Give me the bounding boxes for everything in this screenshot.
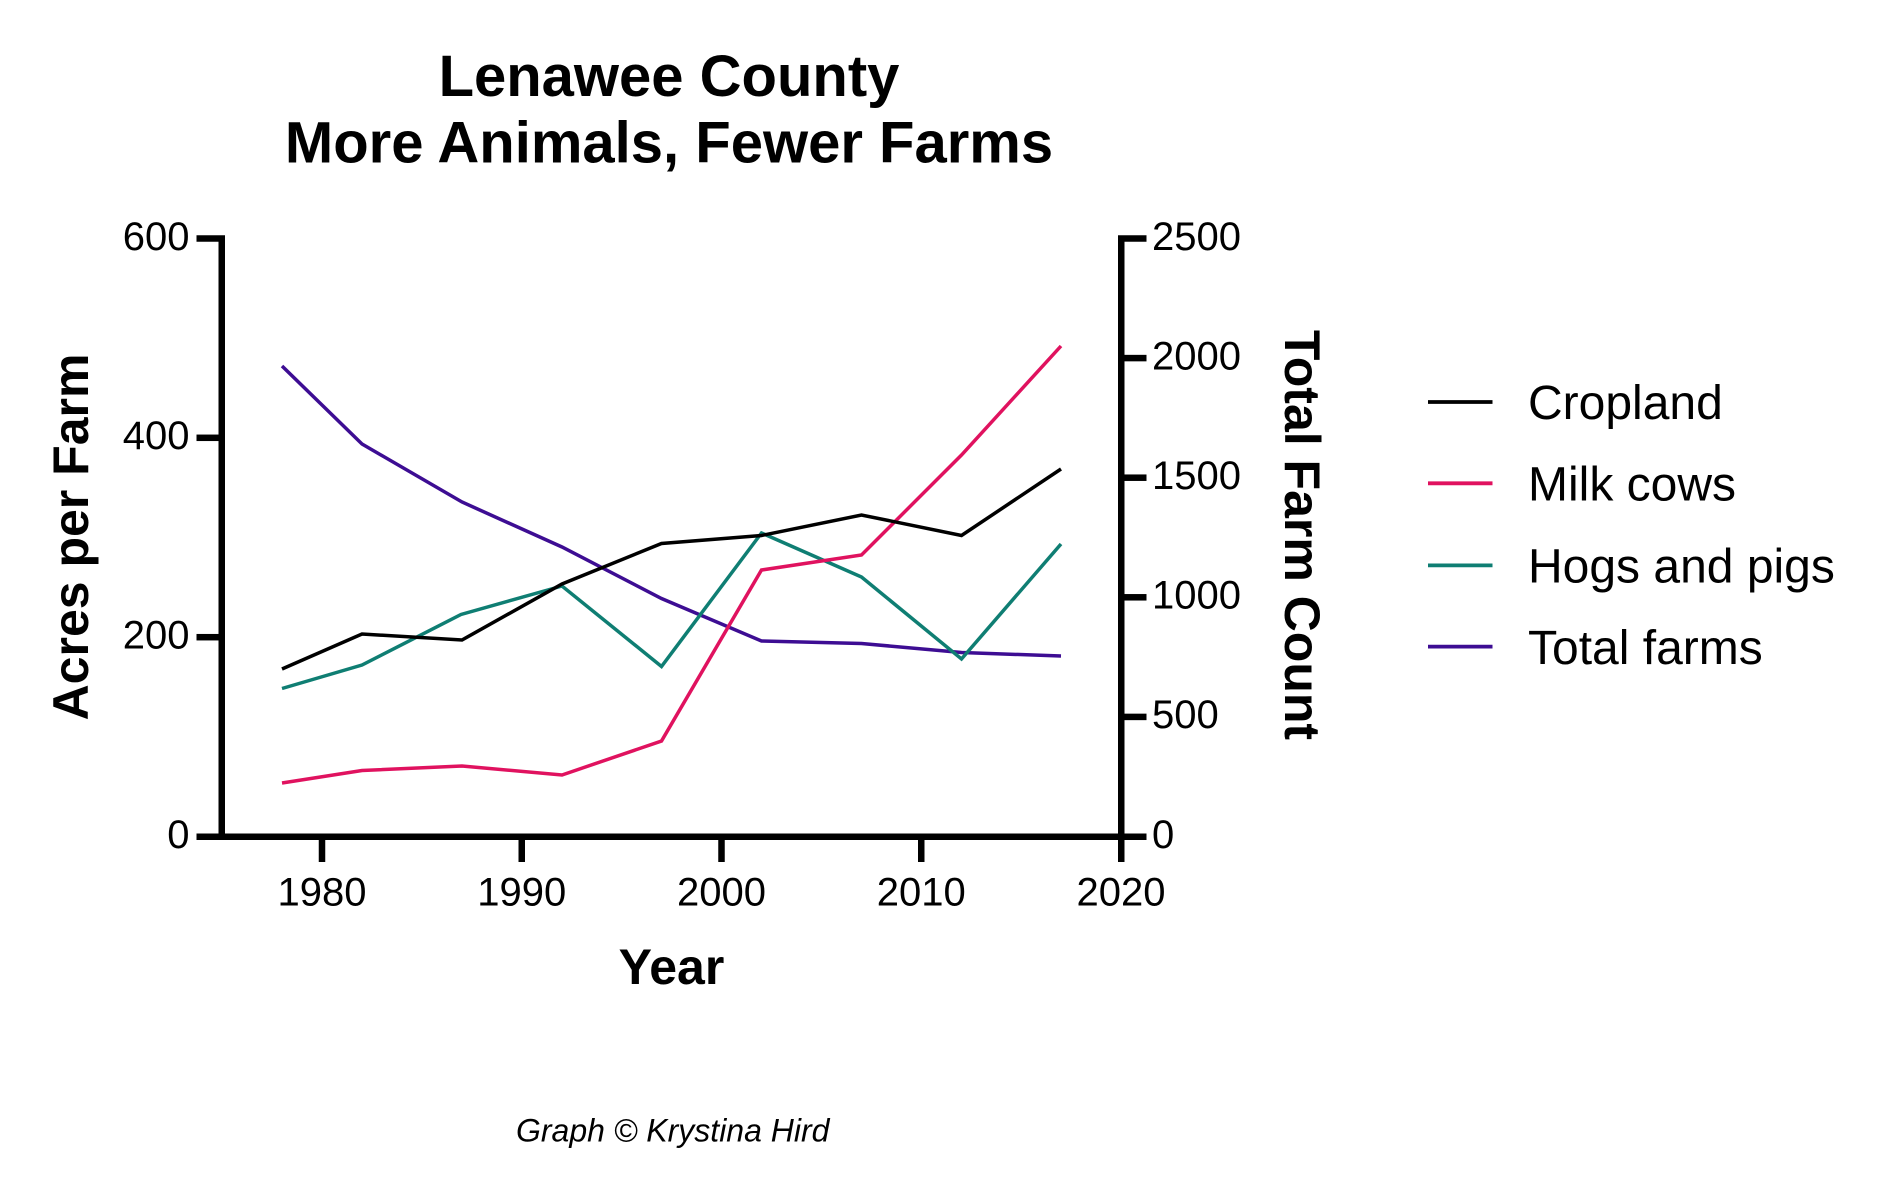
svg-text:Cropland: Cropland: [1528, 377, 1723, 430]
svg-text:Lenawee County: Lenawee County: [439, 44, 900, 109]
svg-text:2020: 2020: [1077, 870, 1166, 914]
svg-text:Total Farm Count: Total Farm Count: [1274, 330, 1330, 741]
svg-text:Hogs and pigs: Hogs and pigs: [1528, 541, 1835, 594]
svg-text:1980: 1980: [278, 870, 367, 914]
svg-text:1500: 1500: [1152, 454, 1241, 498]
svg-text:Total farms: Total farms: [1528, 622, 1763, 675]
svg-text:400: 400: [123, 414, 190, 458]
svg-text:0: 0: [167, 813, 189, 857]
svg-text:Year: Year: [619, 939, 725, 995]
svg-text:0: 0: [1152, 813, 1174, 857]
svg-text:2500: 2500: [1152, 215, 1241, 259]
svg-text:2000: 2000: [677, 870, 766, 914]
svg-text:Milk cows: Milk cows: [1528, 459, 1736, 512]
svg-text:2010: 2010: [877, 870, 966, 914]
svg-text:More Animals, Fewer Farms: More Animals, Fewer Farms: [285, 110, 1053, 175]
svg-text:Acres per Farm: Acres per Farm: [43, 354, 99, 721]
svg-text:1990: 1990: [477, 870, 566, 914]
svg-text:Graph © Krystina Hird: Graph © Krystina Hird: [516, 1112, 831, 1148]
svg-text:600: 600: [123, 215, 190, 259]
svg-text:1000: 1000: [1152, 574, 1241, 618]
svg-text:500: 500: [1152, 693, 1219, 737]
svg-text:200: 200: [123, 614, 190, 658]
svg-text:2000: 2000: [1152, 334, 1241, 378]
